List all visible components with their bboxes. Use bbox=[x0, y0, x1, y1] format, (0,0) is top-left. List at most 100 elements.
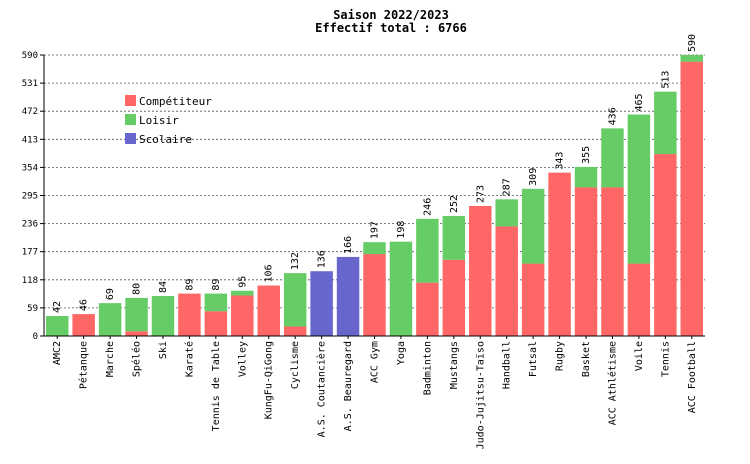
bar-segment bbox=[495, 226, 518, 336]
bar-segment bbox=[627, 114, 651, 264]
x-tick-label: Tennis bbox=[660, 341, 671, 377]
data-label: 343 bbox=[555, 152, 566, 170]
x-tick-label: Yoga bbox=[396, 341, 407, 365]
y-tick-label: 354 bbox=[22, 163, 38, 173]
data-label: 197 bbox=[370, 221, 381, 239]
x-tick-label: ACC Athlétisme bbox=[606, 341, 618, 425]
bar-segment bbox=[548, 172, 571, 336]
bar-segment bbox=[204, 293, 228, 312]
x-tick-label: A.S. Beauregard bbox=[343, 341, 354, 431]
x-tick-label: ACC Football bbox=[687, 341, 698, 413]
x-tick-label: Karaté bbox=[183, 341, 195, 377]
data-label: 69 bbox=[105, 288, 116, 300]
bar-segment bbox=[521, 188, 545, 264]
bar-segment bbox=[283, 326, 307, 336]
data-label: 246 bbox=[422, 198, 433, 216]
y-tick-label: 236 bbox=[22, 220, 38, 230]
bar-segment bbox=[310, 271, 333, 336]
data-label: 89 bbox=[211, 279, 222, 291]
chart-subtitle: Effectif total : 6766 bbox=[315, 21, 467, 35]
bar-segment bbox=[72, 314, 95, 336]
x-tick-label: Volley bbox=[237, 341, 248, 377]
y-tick-label: 59 bbox=[27, 304, 38, 314]
chart-title: Saison 2022/2023 bbox=[333, 8, 449, 22]
data-label: 95 bbox=[237, 276, 248, 288]
data-label: 84 bbox=[158, 281, 169, 293]
legend-swatch bbox=[125, 95, 136, 106]
bar-segment bbox=[257, 285, 280, 336]
legend: Compétiteur Loisir Scolaire bbox=[125, 95, 212, 146]
legend-label: Loisir bbox=[139, 114, 179, 127]
bar-segment bbox=[574, 187, 598, 336]
bar-segment bbox=[680, 55, 704, 62]
bar-segment bbox=[654, 154, 677, 336]
bar-segment bbox=[204, 311, 228, 336]
bar-segment bbox=[442, 259, 466, 336]
bar-segment bbox=[98, 303, 122, 336]
bar-segment bbox=[601, 187, 624, 336]
x-tick-label: Tennis de Table bbox=[211, 341, 222, 431]
axes: 0 59 118 177 236 295 354 413 472 531 590 bbox=[22, 51, 705, 342]
data-label: 80 bbox=[132, 283, 143, 295]
bar-segment bbox=[336, 256, 360, 336]
bar-segment bbox=[601, 128, 624, 188]
x-tick-label: Marche bbox=[105, 341, 116, 377]
bars bbox=[45, 55, 704, 337]
bar-segment bbox=[654, 91, 677, 155]
x-tick-label: KungFu-QiGong bbox=[264, 341, 275, 419]
data-label: 132 bbox=[290, 252, 301, 270]
bar-segment bbox=[363, 242, 386, 255]
bar-segment bbox=[416, 218, 439, 283]
bar-segment bbox=[231, 295, 254, 336]
bar-segment bbox=[627, 263, 651, 336]
bar-segment bbox=[363, 254, 386, 336]
bar-segment bbox=[389, 241, 413, 336]
data-label: 46 bbox=[79, 299, 90, 311]
data-label: 436 bbox=[607, 107, 618, 125]
data-label: 355 bbox=[581, 146, 592, 164]
x-tick-label: Basket bbox=[581, 341, 592, 377]
x-tick-label: Pétanque bbox=[78, 341, 90, 389]
x-tick-label: AMC2 bbox=[52, 341, 63, 365]
y-tick-label: 0 bbox=[33, 332, 38, 342]
x-tick-label: Futsal bbox=[528, 341, 539, 377]
y-tick-label: 118 bbox=[22, 276, 38, 286]
bar-segment bbox=[680, 61, 704, 337]
x-tick-label: ACC Gym bbox=[370, 341, 381, 383]
data-label: 252 bbox=[449, 195, 460, 213]
x-tick-label: Badminton bbox=[422, 341, 433, 395]
data-label: 89 bbox=[184, 279, 195, 291]
bar-segment bbox=[178, 293, 201, 336]
bar-segment bbox=[125, 331, 148, 336]
legend-label: Scolaire bbox=[139, 133, 192, 146]
bar-segment bbox=[125, 297, 148, 332]
x-tick-label: Mustangs bbox=[449, 341, 460, 389]
legend-swatch bbox=[125, 133, 136, 144]
y-tick-label: 531 bbox=[22, 79, 38, 89]
data-label: 513 bbox=[660, 71, 671, 89]
y-tick-label: 413 bbox=[22, 135, 38, 145]
x-tick-label: Voile bbox=[634, 341, 645, 371]
x-tick-label: Spéléo bbox=[131, 341, 143, 377]
data-label: 42 bbox=[52, 301, 63, 313]
data-label: 309 bbox=[528, 168, 539, 186]
y-tick-label: 295 bbox=[22, 192, 38, 202]
data-label: 166 bbox=[343, 236, 354, 254]
value-labels: AMC2 42 Pétanque 46 Marche 69 Spéléo 80 Ski 84 Kar… bbox=[52, 34, 698, 449]
bar-segment bbox=[574, 166, 598, 188]
bar-segment bbox=[151, 295, 175, 336]
y-tick-label: 177 bbox=[22, 248, 38, 258]
bar-segment bbox=[231, 290, 254, 296]
data-label: 590 bbox=[687, 34, 698, 52]
data-label: 465 bbox=[634, 93, 645, 111]
bar-segment bbox=[442, 215, 466, 260]
legend-label: Compétiteur bbox=[139, 95, 212, 108]
data-label: 273 bbox=[475, 185, 486, 203]
legend-swatch bbox=[125, 114, 136, 125]
bar-segment bbox=[469, 205, 492, 336]
x-tick-label: Handball bbox=[502, 341, 513, 389]
bar-segment bbox=[416, 282, 439, 336]
bar-segment bbox=[521, 263, 545, 336]
